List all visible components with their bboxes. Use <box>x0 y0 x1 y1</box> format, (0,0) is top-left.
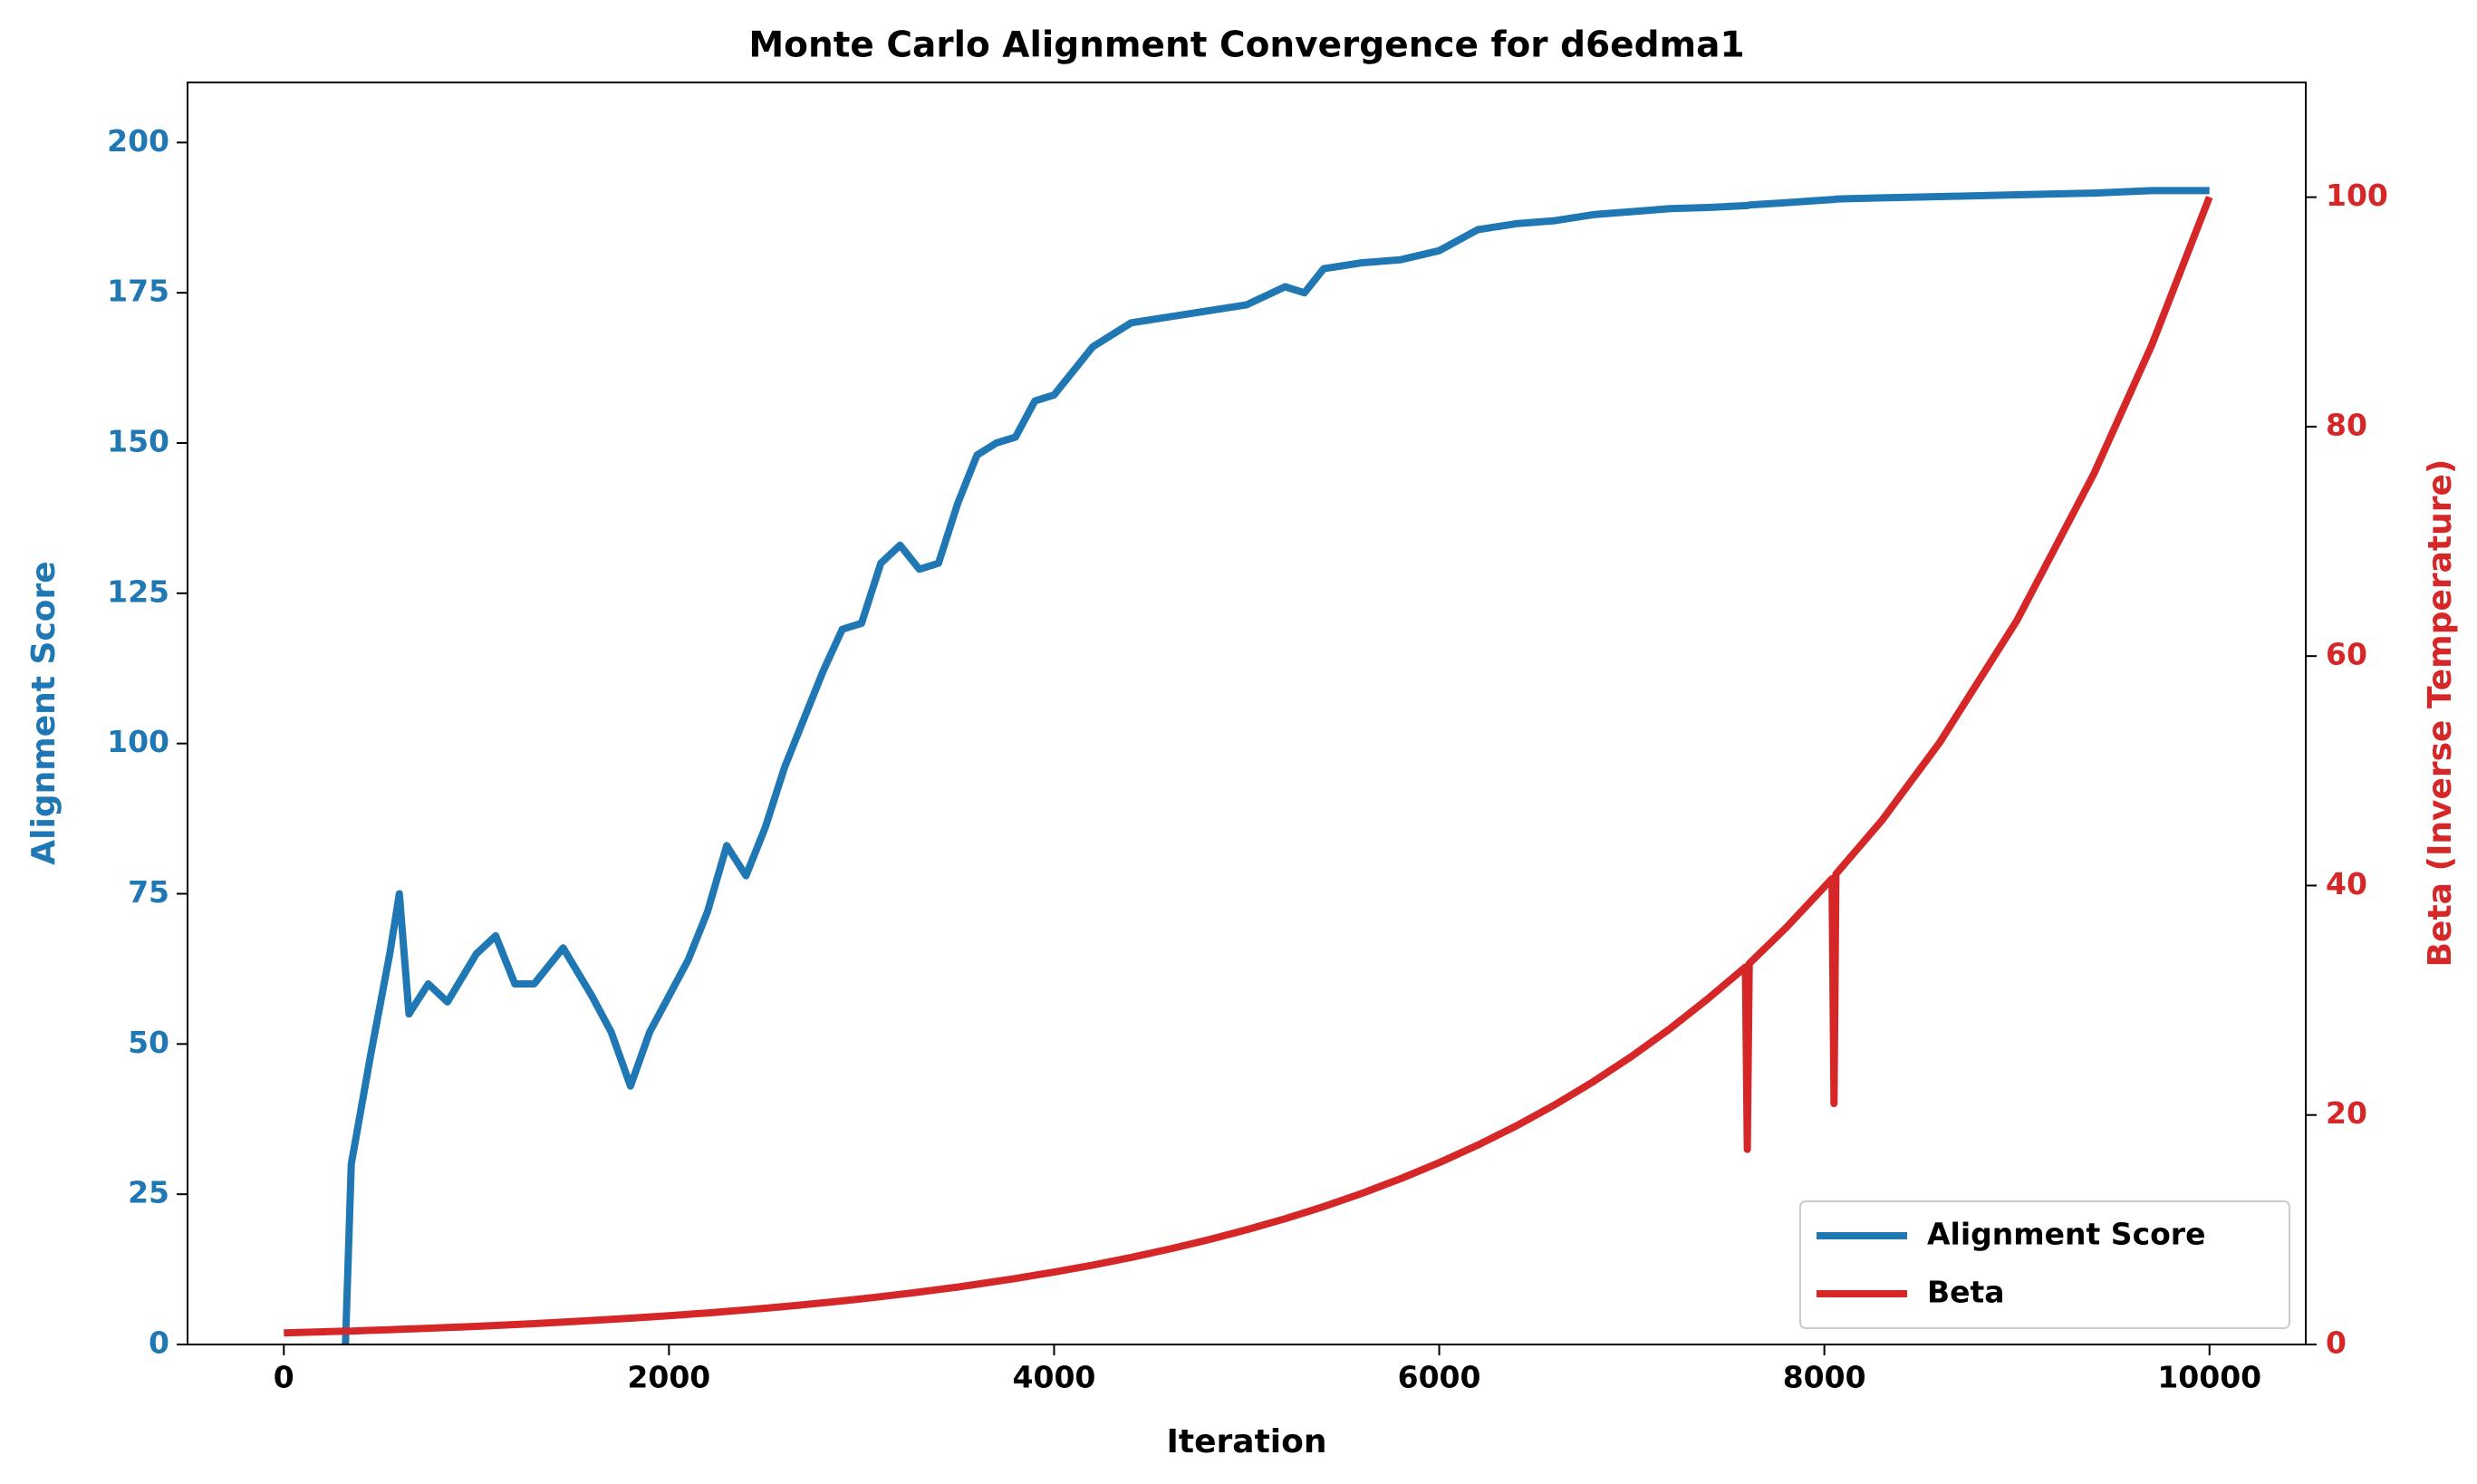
y-tick-label: 100 <box>107 724 169 759</box>
y-tick-label: 50 <box>128 1025 169 1060</box>
y2-tick-label: 20 <box>2326 1095 2367 1131</box>
y-tick-label: 175 <box>107 274 169 309</box>
plot-frame <box>187 82 2307 1345</box>
x-tick-label: 4000 <box>1013 1360 1096 1395</box>
y2-tick-label: 0 <box>2326 1325 2347 1361</box>
legend-label: Alignment Score <box>1927 1217 2205 1252</box>
y-tick-label: 150 <box>107 424 169 459</box>
y2-tick-label: 100 <box>2326 178 2388 213</box>
x-tick-label: 6000 <box>1398 1360 1481 1395</box>
series-line <box>284 196 2213 1337</box>
chart-title: Monte Carlo Alignment Convergence for d6… <box>748 25 1744 66</box>
x-tick-label: 2000 <box>627 1360 710 1395</box>
y2-tick-label: 60 <box>2326 637 2367 672</box>
y-tick-label: 25 <box>128 1175 169 1210</box>
y2-tick-label: 40 <box>2326 866 2367 901</box>
y-axis-label: Alignment Score <box>25 561 63 864</box>
legend-box <box>1799 1200 2290 1329</box>
x-tick-label: 8000 <box>1783 1360 1866 1395</box>
x-axis-label: Iteration <box>1167 1423 1327 1460</box>
y-tick-label: 200 <box>107 123 169 159</box>
y-tick-label: 0 <box>149 1325 169 1361</box>
legend-label: Beta <box>1927 1275 2005 1310</box>
series-line <box>342 187 2210 1345</box>
y2-tick-label: 80 <box>2326 407 2367 442</box>
y-tick-label: 125 <box>107 573 169 609</box>
x-tick-label: 0 <box>274 1360 294 1395</box>
y-tick-label: 75 <box>128 874 169 910</box>
x-tick-label: 10000 <box>2157 1360 2261 1395</box>
y2-axis-label: Beta (Inverse Temperature) <box>2422 459 2459 968</box>
